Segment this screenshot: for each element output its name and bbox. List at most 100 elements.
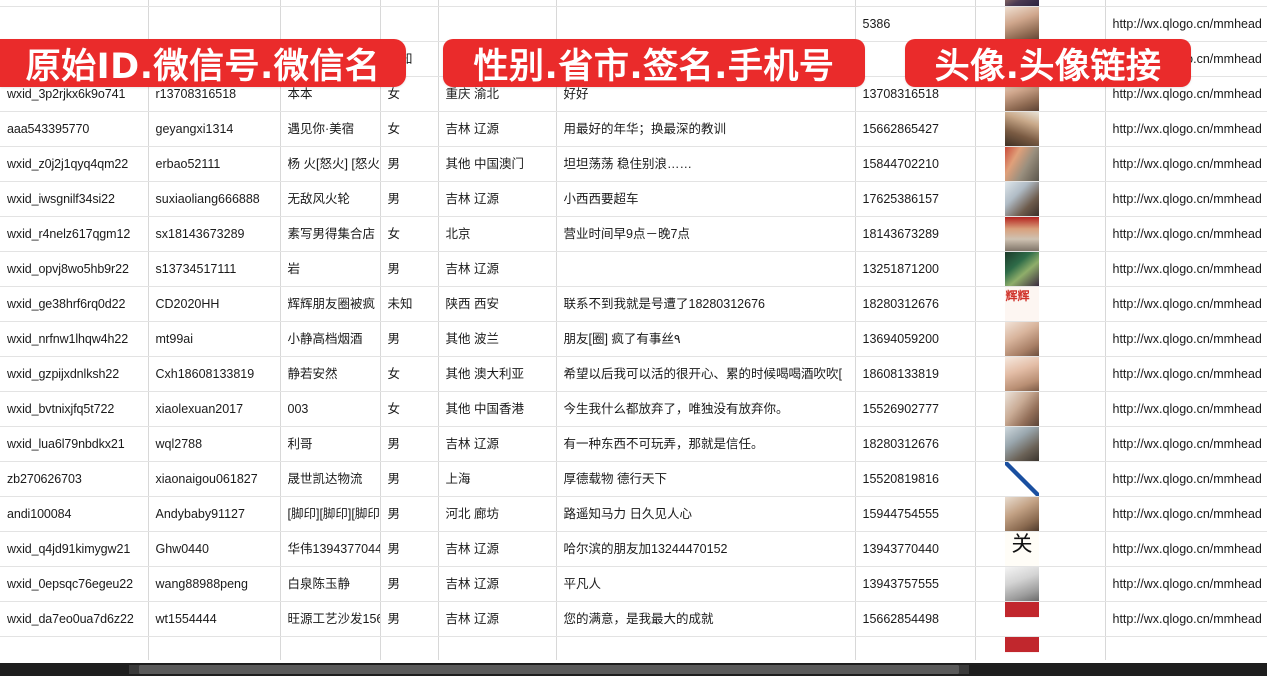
cell-avatar-link[interactable]: http://wx.qlogo.cn/mmhead <box>1105 531 1267 567</box>
table-row[interactable] <box>0 636 1267 663</box>
cell-signature[interactable] <box>556 251 856 287</box>
cell-wechat-name[interactable]: 白泉陈玉静 <box>280 566 381 602</box>
cell-avatar[interactable] <box>975 426 1106 462</box>
cell-phone[interactable]: 18280312676 <box>855 0 976 7</box>
table-row[interactable]: wxid_65p5qakpwuie22xiaojing600546丫丫~小未知其… <box>0 0 1267 7</box>
horizontal-scrollbar[interactable] <box>0 663 1267 676</box>
cell-avatar-link[interactable]: http://wx.qlogo.cn/mmhead <box>1105 111 1267 147</box>
cell-gender[interactable]: 未知 <box>380 0 439 7</box>
cell-province-city[interactable]: 其他 中国香港 <box>438 391 557 427</box>
cell-avatar[interactable] <box>975 531 1106 567</box>
cell-signature[interactable]: 您的满意，是我最大的成就 <box>556 601 856 637</box>
cell-avatar[interactable] <box>975 601 1106 637</box>
cell-phone[interactable]: 13943770440 <box>855 531 976 567</box>
cell-wechat-name[interactable]: 利哥 <box>280 426 381 462</box>
cell-wechat-id[interactable] <box>148 636 281 663</box>
cell-avatar-link[interactable]: http://wx.qlogo.cn/mmhead <box>1105 601 1267 637</box>
cell-gender[interactable]: 男 <box>380 496 439 532</box>
cell-gender[interactable] <box>380 6 439 42</box>
cell-province-city[interactable]: 吉林 辽源 <box>438 531 557 567</box>
table-row[interactable]: wxid_r4nelz617qgm12 sx18143673289 素写男得集合店女… <box>0 216 1267 252</box>
cell-wechat-name[interactable]: 晟世凯达物流 <box>280 461 381 497</box>
cell-avatar-link[interactable]: http://wx.qlogo.cn/mmhead <box>1105 251 1267 287</box>
cell-gender[interactable]: 男 <box>380 531 439 567</box>
cell-avatar[interactable] <box>975 286 1106 322</box>
cell-wechat-name[interactable]: 华伟13943770440 <box>280 531 381 567</box>
cell-wechat-id[interactable]: wql2788 <box>148 426 281 462</box>
cell-province-city[interactable]: 上海 <box>438 461 557 497</box>
cell-original-id[interactable] <box>0 636 149 663</box>
cell-wechat-id[interactable]: erbao52111 <box>148 146 281 182</box>
cell-gender[interactable]: 男 <box>380 461 439 497</box>
cell-original-id[interactable]: wxid_0epsqc76egeu22 <box>0 566 149 602</box>
cell-gender[interactable]: 女 <box>380 391 439 427</box>
cell-phone[interactable]: 15844702210 <box>855 146 976 182</box>
cell-signature[interactable]: 哈尔滨的朋友加13244470152 <box>556 531 856 567</box>
cell-wechat-id[interactable]: xiaolexuan2017 <box>148 391 281 427</box>
cell-original-id[interactable]: wxid_ge38hrf6rq0d22 <box>0 286 149 322</box>
cell-avatar[interactable] <box>975 636 1106 663</box>
cell-province-city[interactable]: 其他 波兰 <box>438 321 557 357</box>
cell-gender[interactable]: 未知 <box>380 286 439 322</box>
cell-original-id[interactable]: wxid_bvtnixjfq5t722 <box>0 391 149 427</box>
cell-province-city[interactable]: 其他 中国澳门 <box>438 146 557 182</box>
cell-original-id[interactable]: wxid_lua6l79nbdkx21 <box>0 426 149 462</box>
table-row[interactable]: wxid_0epsqc76egeu22 wang88988peng 白泉陈玉静男吉林… <box>0 566 1267 602</box>
cell-phone[interactable]: 15662865427 <box>855 111 976 147</box>
cell-province-city[interactable]: 陕西 西安 <box>438 286 557 322</box>
cell-original-id[interactable]: wxid_da7eo0ua7d6z22 <box>0 601 149 637</box>
cell-phone[interactable]: 18143673289 <box>855 216 976 252</box>
cell-original-id[interactable]: zb270626703 <box>0 461 149 497</box>
cell-wechat-id[interactable]: wang88988peng <box>148 566 281 602</box>
cell-avatar-link[interactable]: http://wx.qlogo.cn/mmhead <box>1105 426 1267 462</box>
table-row[interactable]: wxid_da7eo0ua7d6z22wt1554444旺源工艺沙发156628… <box>0 601 1267 637</box>
cell-signature[interactable] <box>556 6 856 42</box>
cell-wechat-id[interactable]: CD2020HH <box>148 286 281 322</box>
scroll-left-arrow[interactable] <box>129 665 139 674</box>
cell-avatar-link[interactable]: http://wx.qlogo.cn/mmhead <box>1105 286 1267 322</box>
cell-wechat-name[interactable]: 静若安然 <box>280 356 381 392</box>
cell-original-id[interactable]: wxid_z0j2j1qyq4qm22 <box>0 146 149 182</box>
cell-wechat-name[interactable] <box>280 6 381 42</box>
cell-phone[interactable]: 15944754555 <box>855 496 976 532</box>
cell-phone[interactable]: 5386 <box>855 6 976 42</box>
cell-signature[interactable]: 坦坦荡荡 稳住别浪…… <box>556 146 856 182</box>
cell-phone[interactable]: 13694059200 <box>855 321 976 357</box>
cell-gender[interactable]: 女 <box>380 216 439 252</box>
table-row[interactable]: 5386 http://wx.qlogo.cn/mmhead <box>0 6 1267 42</box>
cell-avatar-link[interactable]: http://wx.qlogo.cn/mmhead <box>1105 321 1267 357</box>
cell-phone[interactable]: 18280312676 <box>855 426 976 462</box>
cell-province-city[interactable]: 河北 廊坊 <box>438 496 557 532</box>
cell-avatar[interactable] <box>975 496 1106 532</box>
cell-phone[interactable]: 15662854498 <box>855 601 976 637</box>
cell-signature[interactable]: 路遥知马力 日久见人心 <box>556 496 856 532</box>
cell-original-id[interactable]: wxid_r4nelz617qgm12 <box>0 216 149 252</box>
cell-phone[interactable]: 18608133819 <box>855 356 976 392</box>
table-row[interactable]: wxid_bvtnixjfq5t722 xiaolexuan2017 003 女其他 … <box>0 391 1267 427</box>
cell-wechat-id[interactable]: sx18143673289 <box>148 216 281 252</box>
cell-wechat-id[interactable]: xiaojing600546 <box>148 0 281 7</box>
cell-original-id[interactable]: wxid_opvj8wo5hb9r22 <box>0 251 149 287</box>
cell-original-id[interactable]: wxid_65p5qakpwuie22 <box>0 0 149 7</box>
cell-wechat-id[interactable]: suxiaoliang666888 <box>148 181 281 217</box>
cell-wechat-name[interactable]: 无敌风火轮 <box>280 181 381 217</box>
cell-gender[interactable]: 男 <box>380 251 439 287</box>
cell-avatar[interactable] <box>975 216 1106 252</box>
cell-wechat-name[interactable]: 辉辉朋友圈被疯 <box>280 286 381 322</box>
scroll-right-arrow[interactable] <box>959 665 969 674</box>
cell-gender[interactable]: 男 <box>380 601 439 637</box>
cell-signature[interactable]: 平凡人 <box>556 566 856 602</box>
cell-avatar-link[interactable]: http://wx.qlogo.cn/mmhead <box>1105 6 1267 42</box>
cell-province-city[interactable] <box>438 6 557 42</box>
cell-wechat-name[interactable]: 丫丫~小 <box>280 0 381 7</box>
cell-province-city[interactable]: 其他 中国澳门 <box>438 0 557 7</box>
table-row[interactable]: andi100084Andybaby91127[脚印][脚印][脚印][脚印男河… <box>0 496 1267 532</box>
cell-avatar-link[interactable]: http://wx.qlogo.cn/mmhead <box>1105 461 1267 497</box>
cell-province-city[interactable]: 吉林 辽源 <box>438 251 557 287</box>
cell-avatar[interactable] <box>975 111 1106 147</box>
cell-avatar-link[interactable]: http://wx.qlogo.cn/mmhead <box>1105 181 1267 217</box>
cell-wechat-name[interactable]: 旺源工艺沙发15662854 <box>280 601 381 637</box>
cell-wechat-name[interactable]: 003 <box>280 391 381 427</box>
table-row[interactable]: zb270626703 xiaonaigou061827 晟世凯达物流男上海 厚德载物… <box>0 461 1267 497</box>
